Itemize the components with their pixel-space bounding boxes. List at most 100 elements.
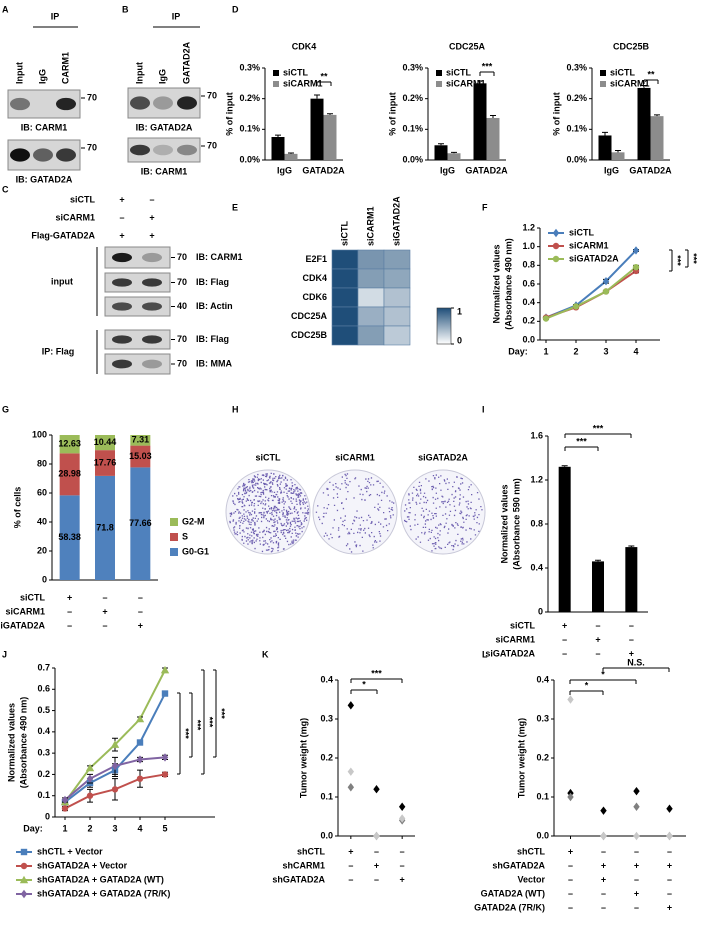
heat-cell — [383, 249, 411, 270]
marker — [86, 774, 94, 783]
y-tick-label: 0.2 — [536, 752, 549, 762]
error-bar — [602, 131, 608, 136]
y-tick-label: 0.0 — [536, 830, 549, 840]
condition-mark: + — [562, 620, 567, 630]
series-line — [545, 266, 637, 320]
plate-label: siCTL — [255, 452, 281, 462]
panel-letter: E — [232, 202, 238, 212]
marker — [572, 303, 580, 310]
y-tick-label: 0.0 — [522, 334, 535, 344]
bar-segment — [95, 475, 115, 580]
condition-mark: – — [400, 846, 405, 856]
legend-label: siGATAD2A — [569, 253, 619, 263]
plate-label: siCARM1 — [335, 452, 375, 462]
point — [633, 802, 640, 811]
legend-label: shGATAD2A + Vector — [37, 860, 128, 870]
panel-letter: I — [482, 404, 485, 414]
bar — [323, 114, 337, 160]
bar — [598, 135, 612, 160]
band — [142, 302, 162, 311]
condition-mark: – — [595, 620, 600, 630]
bar — [271, 137, 285, 160]
bar-segment — [130, 435, 151, 446]
y-tick-label: 0.2% — [566, 93, 587, 103]
colorbar-label: 0 — [457, 335, 462, 345]
heat-cell — [383, 268, 411, 289]
significance: *** — [193, 720, 203, 731]
condition-mark: – — [348, 860, 353, 870]
condition-mark: – — [562, 648, 567, 658]
condition-label: siCTL — [510, 620, 536, 630]
bar — [434, 145, 448, 160]
condition-label: shGATAD2A — [492, 860, 545, 870]
marker — [542, 315, 550, 322]
y-tick-label: 1.0 — [522, 241, 535, 251]
bar — [650, 116, 664, 160]
point — [666, 831, 673, 841]
x-tick-label: 2 — [573, 346, 578, 356]
band — [142, 359, 162, 369]
y-axis-label: Normalized values — [499, 484, 509, 563]
condition-mark: + — [400, 874, 405, 884]
condition-mark: – — [562, 634, 567, 644]
y-tick-label: 20 — [37, 545, 47, 555]
condition-mark: – — [634, 846, 639, 856]
legend-marker — [552, 228, 560, 238]
row-label: CDK4 — [302, 273, 327, 283]
y-axis-label: Normalized values — [6, 703, 16, 782]
panel-letter: A — [2, 4, 9, 14]
heat-cell — [383, 306, 411, 327]
ip-label: IP — [51, 11, 60, 21]
x-tick-label: 5 — [162, 823, 167, 833]
significance: *** — [217, 708, 227, 719]
x-tick-label: IgG — [277, 165, 292, 175]
y-tick-label: 1.2 — [522, 222, 535, 232]
blot — [104, 246, 171, 269]
y-tick-label: 0.4 — [536, 674, 549, 684]
y-tick-label: 0 — [538, 606, 543, 616]
condition-mark: – — [400, 860, 405, 870]
point — [600, 831, 607, 841]
condition-mark: – — [667, 846, 672, 856]
value-label: 71.8 — [96, 522, 114, 532]
condition-mark: – — [102, 620, 107, 630]
y-tick-label: 80 — [37, 458, 47, 468]
band — [56, 97, 76, 111]
value-label: 77.66 — [129, 518, 152, 528]
y-tick-label: 60 — [37, 487, 47, 497]
condition-mark: – — [67, 606, 72, 616]
condition-mark: – — [601, 846, 606, 856]
error-bar — [641, 84, 647, 88]
row-label: CDC25A — [291, 311, 328, 321]
y-tick-label: 0.4 — [37, 726, 50, 736]
bar — [473, 83, 487, 160]
legend-label: siCARM1 — [610, 78, 650, 88]
x-tick-label: 1 — [62, 823, 67, 833]
y-tick-label: 0.2 — [37, 769, 50, 779]
heat-cell — [357, 268, 385, 289]
heat-cell — [357, 306, 385, 327]
lane-label: GATAD2A — [181, 41, 191, 84]
value-label: 10.44 — [94, 437, 117, 447]
y-tick-label: 0.1 — [37, 790, 50, 800]
column-label: siCARM1 — [365, 206, 375, 246]
condition-mark: – — [138, 606, 143, 616]
marker — [136, 755, 144, 764]
condition-mark: + — [667, 860, 672, 870]
error-bar — [615, 149, 621, 153]
band — [130, 144, 150, 156]
condition-label: shCARM1 — [282, 860, 325, 870]
point — [633, 831, 640, 841]
legend-marker — [552, 255, 560, 263]
colorbar-label: 1 — [457, 306, 462, 316]
marker — [85, 763, 95, 772]
marker — [136, 739, 144, 746]
bar — [558, 466, 571, 612]
legend-swatch — [170, 548, 178, 556]
point — [347, 783, 355, 792]
y-tick-label: 0.4 — [530, 562, 543, 572]
point — [373, 785, 380, 794]
condition-mark: – — [601, 888, 606, 898]
condition-mark: – — [374, 846, 379, 856]
band — [142, 252, 162, 263]
